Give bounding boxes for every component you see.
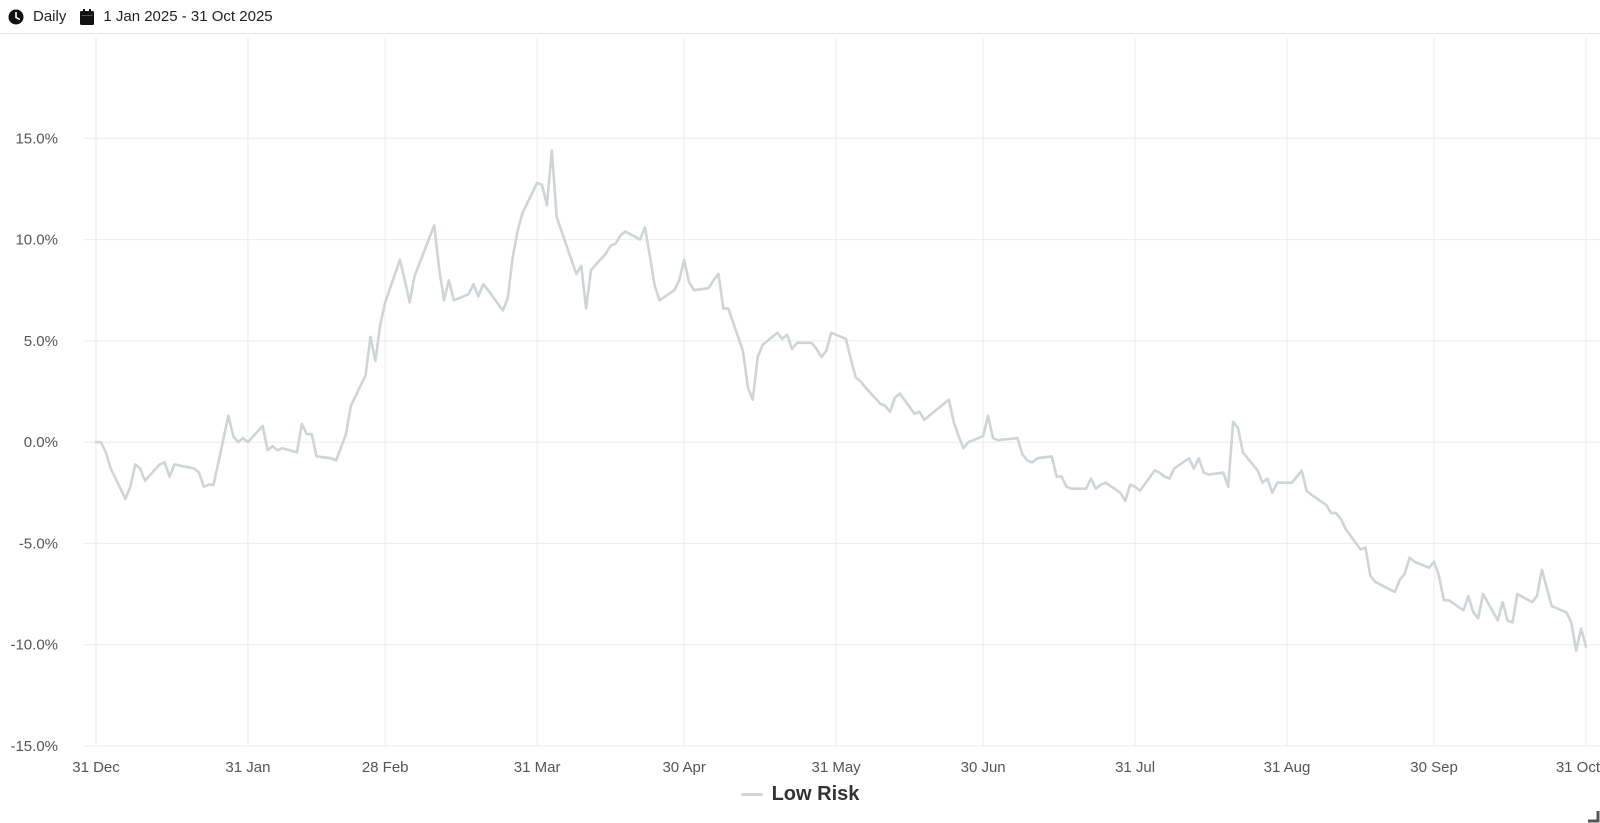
x-tick-label: 30 Jun	[961, 759, 1006, 776]
chart-toolbar: Daily 1 Jan 2025 - 31 Oct 2025	[0, 0, 1600, 34]
y-tick-label: -10.0%	[10, 637, 58, 654]
x-tick-label: 31 Aug	[1264, 759, 1311, 776]
y-tick-label: 5.0%	[24, 333, 58, 350]
series-layer[interactable]	[94, 149, 1588, 653]
x-tick-label: 31 Jul	[1115, 759, 1155, 776]
x-tick-label: 31 Jan	[225, 759, 270, 776]
x-tick-label: 31 Mar	[514, 759, 561, 776]
date-range-label: 1 Jan 2025 - 31 Oct 2025	[103, 8, 273, 25]
x-tick-label: 28 Feb	[362, 759, 409, 776]
line-chart[interactable]: -15.0% -10.0% -5.0% 0.0% 5.0% 10.0% 15.0% 31 D…	[0, 0, 1600, 780]
y-tick-label: 0.0%	[24, 434, 58, 451]
legend-swatch	[740, 793, 763, 796]
y-tick-label: 15.0%	[15, 130, 58, 147]
legend-label: Low Risk	[771, 783, 860, 805]
y-tick-label: -5.0%	[19, 535, 58, 552]
x-tick-label: 30 Sep	[1410, 759, 1458, 776]
series-line-low-risk[interactable]	[94, 149, 1588, 653]
y-tick-label: 10.0%	[15, 232, 58, 249]
y-tick-label: -15.0%	[10, 738, 58, 755]
x-tick-label: 31 Dec	[72, 759, 120, 776]
frequency-label: Daily	[33, 8, 67, 25]
y-axis: -15.0% -10.0% -5.0% 0.0% 5.0% 10.0% 15.0%	[10, 130, 58, 755]
x-tick-label: 31 May	[811, 759, 861, 776]
x-axis: 31 Dec 31 Jan 28 Feb 31 Mar 30 Apr 31 May 30 J…	[72, 759, 1600, 776]
date-range-selector[interactable]: 1 Jan 2025 - 31 Oct 2025	[80, 8, 273, 25]
chart-legend[interactable]: Low Risk	[0, 783, 1600, 806]
x-tick-label: 31 Oct	[1556, 759, 1600, 776]
calendar-icon	[80, 8, 95, 25]
frequency-selector[interactable]: Daily	[8, 8, 66, 25]
clock-icon	[8, 9, 24, 24]
grid-lines	[84, 37, 1600, 747]
resize-handle-icon[interactable]	[1586, 809, 1600, 823]
x-tick-label: 30 Apr	[662, 759, 705, 776]
